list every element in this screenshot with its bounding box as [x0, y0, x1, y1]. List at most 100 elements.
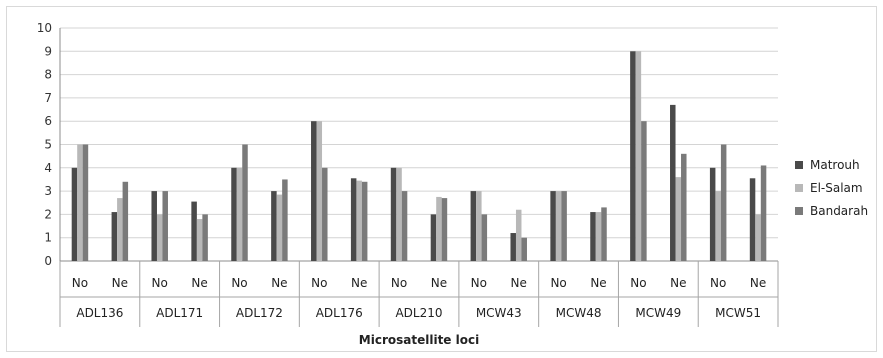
x-subcategory-label: No	[72, 276, 88, 290]
bar-matrouh	[470, 191, 477, 261]
bar-el-salam	[476, 191, 482, 261]
bar-bandarah	[82, 144, 89, 261]
legend: Matrouh El-Salam Bandarah	[795, 157, 883, 226]
x-group-label: ADL172	[236, 306, 283, 320]
bar-matrouh	[630, 51, 636, 261]
x-group-label: MCW48	[556, 306, 602, 320]
x-subcategory-label: No	[471, 276, 487, 290]
bar-matrouh	[151, 191, 157, 261]
x-subcategory-label: Ne	[670, 276, 686, 290]
bar-bandarah	[521, 237, 527, 261]
y-tick-label: 1	[44, 231, 52, 245]
x-group-label: MCW51	[715, 306, 761, 320]
bar-matrouh	[311, 121, 317, 261]
legend-item-matrouh: Matrouh	[795, 157, 883, 172]
x-axis-title: Microsatellite loci	[359, 333, 479, 347]
x-subcategory-label: No	[311, 276, 327, 290]
bar-el-salam	[356, 180, 362, 261]
x-subcategory-label: No	[391, 276, 407, 290]
bar-el-salam	[715, 191, 721, 261]
x-subcategory-label: No	[630, 276, 646, 290]
x-group-label: ADL136	[76, 306, 123, 320]
bar-el-salam	[156, 214, 163, 261]
x-subcategory-label: No	[152, 276, 168, 290]
legend-item-bandarah: Bandarah	[795, 203, 883, 218]
x-group-label: ADL210	[395, 306, 442, 320]
bar-bandarah	[720, 144, 727, 261]
y-tick-label: 3	[44, 184, 52, 198]
bar-el-salam	[595, 212, 602, 261]
bar-bandarah	[202, 214, 208, 261]
y-tick-label: 9	[44, 44, 52, 58]
bar-el-salam	[276, 194, 283, 261]
bar-el-salam	[316, 121, 323, 261]
bar-matrouh	[510, 233, 516, 261]
x-subcategory-label: No	[231, 276, 247, 290]
x-subcategory-label: Ne	[750, 276, 766, 290]
x-group-label: ADL176	[316, 306, 363, 320]
bar-bandarah	[322, 167, 328, 261]
bar-matrouh	[350, 178, 357, 261]
bar-el-salam	[117, 198, 123, 261]
bar-matrouh	[550, 191, 556, 261]
bar-matrouh	[670, 104, 676, 261]
legend-label-el-salam: El-Salam	[810, 180, 863, 195]
y-tick-label: 0	[44, 254, 52, 268]
bar-chart: 0 1 2 3 4 5 6 7 8 9 10 No Ne No Ne No Ne No Ne No Ne No Ne No Ne…	[37, 21, 779, 347]
x-subcategory-label: Ne	[511, 276, 527, 290]
bar-bandarah	[481, 214, 488, 261]
chart-frame: 0 1 2 3 4 5 6 7 8 9 10 No Ne No Ne No Ne No Ne No Ne No Ne No Ne…	[6, 6, 877, 352]
y-tick-label: 2	[44, 207, 52, 221]
y-tick-label: 8	[44, 68, 52, 82]
bar-el-salam	[396, 167, 402, 261]
legend-label-matrouh: Matrouh	[810, 157, 860, 172]
x-group-label: MCW43	[476, 306, 522, 320]
legend-swatch-el-salam	[795, 183, 803, 192]
bar-el-salam	[675, 177, 682, 261]
bar-matrouh	[191, 201, 197, 261]
y-tick-label: 10	[37, 21, 52, 35]
x-subcategory-label: Ne	[431, 276, 447, 290]
bar-bandarah	[441, 198, 448, 261]
y-tick-label: 5	[44, 138, 52, 152]
bar-bandarah	[401, 191, 408, 261]
bar-el-salam	[436, 196, 442, 261]
x-subcategory-label: Ne	[191, 276, 207, 290]
bar-el-salam	[77, 144, 83, 261]
x-subcategory-label: No	[710, 276, 726, 290]
bar-el-salam	[515, 209, 522, 261]
bar-matrouh	[231, 167, 237, 261]
y-tick-label: 6	[44, 114, 52, 128]
bar-el-salam	[555, 191, 562, 261]
legend-swatch-matrouh	[795, 160, 803, 169]
bar-matrouh	[71, 167, 78, 261]
legend-label-bandarah: Bandarah	[810, 203, 869, 218]
bar-el-salam	[236, 167, 243, 261]
bar-matrouh	[390, 167, 397, 261]
x-subcategory-label: Ne	[590, 276, 606, 290]
bar-bandarah	[282, 179, 288, 261]
bar-bandarah	[760, 165, 767, 261]
x-subcategory-label: Ne	[271, 276, 287, 290]
bar-el-salam	[635, 51, 642, 261]
bar-bandarah	[681, 153, 687, 261]
bar-matrouh	[430, 214, 437, 261]
bar-matrouh	[271, 191, 277, 261]
bar-bandarah	[361, 181, 368, 261]
x-subcategory-label: No	[550, 276, 566, 290]
bar-matrouh	[749, 178, 756, 261]
x-subcategory-label: Ne	[351, 276, 367, 290]
bar-matrouh	[590, 212, 596, 261]
bar-bandarah	[122, 181, 129, 261]
x-subcategory-label: Ne	[112, 276, 128, 290]
x-group-label: ADL171	[156, 306, 203, 320]
bar-bandarah	[242, 144, 248, 261]
bar-bandarah	[641, 121, 647, 261]
x-group-label: MCW49	[635, 306, 681, 320]
bar-matrouh	[111, 212, 118, 261]
bar-matrouh	[709, 167, 716, 261]
bar-bandarah	[561, 191, 567, 261]
y-tick-label: 4	[44, 161, 52, 175]
bar-el-salam	[196, 219, 203, 261]
bar-bandarah	[601, 207, 607, 261]
